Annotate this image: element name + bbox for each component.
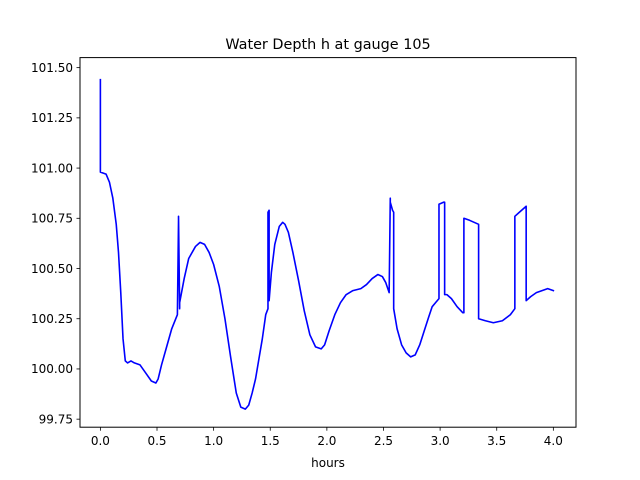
- chart-title: Water Depth h at gauge 105: [225, 37, 430, 53]
- y-tick-label: 100.25: [31, 312, 73, 326]
- x-tick-label: 0.0: [91, 434, 110, 448]
- plot-area: [80, 57, 576, 428]
- x-tick-label: 2.0: [317, 434, 336, 448]
- x-axis-ticks: 0.0 0.5 1.0 1.5 2.0 2.5 3.0 3.5 4.0: [91, 427, 563, 448]
- x-tick-label: 3.5: [487, 434, 506, 448]
- water-depth-line: [99, 78, 555, 410]
- y-tick-label: 101.00: [31, 161, 73, 175]
- x-tick-label: 1.0: [204, 434, 223, 448]
- x-axis-label: hours: [311, 456, 345, 470]
- y-tick-label: 100.75: [31, 212, 73, 226]
- y-tick-label: 101.25: [31, 111, 73, 125]
- y-tick-label: 101.50: [31, 61, 73, 75]
- y-tick-label: 99.75: [39, 412, 73, 426]
- y-axis-ticks: 99.75 100.00 100.25 100.50 100.75 101.00 101.2…: [31, 61, 80, 426]
- axes-frame: [79, 57, 577, 428]
- x-tick-label: 3.0: [431, 434, 450, 448]
- x-tick-label: 1.5: [261, 434, 280, 448]
- series-layer: [99, 78, 555, 410]
- y-tick-label: 100.50: [31, 262, 73, 276]
- x-tick-label: 4.0: [544, 434, 563, 448]
- x-tick-label: 2.5: [374, 434, 393, 448]
- y-tick-label: 100.00: [31, 362, 73, 376]
- x-tick-label: 0.5: [147, 434, 166, 448]
